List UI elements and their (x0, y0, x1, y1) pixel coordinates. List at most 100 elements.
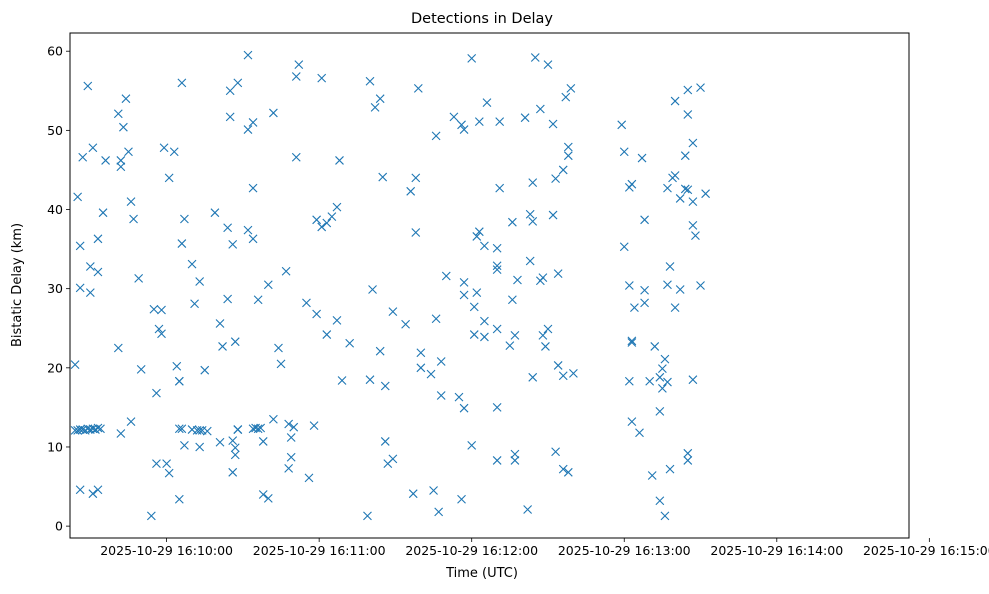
data-point (660, 354, 670, 364)
data-point (93, 267, 103, 277)
data-point (459, 125, 469, 134)
x-tick-label: 2025-10-29 16:14:00 (710, 543, 843, 558)
data-point (258, 437, 268, 446)
data-point (558, 165, 568, 175)
data-point (380, 437, 390, 446)
data-point (630, 303, 639, 313)
data-point (286, 452, 296, 462)
data-point (164, 173, 174, 183)
data-point (180, 214, 189, 224)
data-point (180, 441, 189, 450)
x-tick-label: 2025-10-29 16:11:00 (253, 543, 386, 558)
data-point (492, 261, 502, 271)
data-point (274, 343, 283, 353)
data-point (162, 459, 172, 468)
data-point (558, 464, 568, 474)
data-point (675, 285, 685, 294)
data-point (368, 285, 377, 294)
data-point (388, 454, 398, 464)
data-point (683, 110, 693, 119)
data-point (332, 202, 342, 212)
data-point (670, 303, 680, 313)
data-point (655, 406, 665, 416)
data-point (286, 433, 296, 442)
data-point (474, 117, 484, 127)
data-point (645, 376, 655, 386)
data-point (663, 183, 672, 193)
data-point (619, 147, 629, 157)
data-point (177, 239, 187, 248)
y-tick-label: 0 (55, 519, 63, 534)
data-point (83, 81, 93, 91)
data-point (119, 122, 128, 132)
data-point (93, 234, 103, 244)
data-point (543, 60, 553, 70)
data-point (675, 194, 685, 203)
data-point (660, 511, 670, 521)
data-point (96, 424, 105, 434)
data-point (650, 342, 660, 351)
data-point (459, 277, 469, 287)
data-point (85, 288, 95, 298)
data-point (436, 391, 446, 400)
data-point (134, 273, 144, 283)
data-point (480, 241, 489, 251)
data-point (510, 330, 520, 340)
data-point (436, 357, 446, 366)
data-point (701, 189, 710, 199)
data-point (513, 275, 522, 285)
data-point (258, 490, 268, 499)
data-point (696, 281, 705, 290)
y-tick-label: 60 (47, 44, 63, 59)
data-point (149, 304, 159, 314)
data-point (563, 151, 573, 161)
data-point (688, 375, 698, 385)
data-point (505, 341, 515, 351)
data-point (627, 417, 637, 427)
data-point (538, 273, 548, 282)
data-point (230, 337, 240, 347)
data-point (413, 84, 423, 93)
x-axis-label: Time (UTC) (445, 566, 518, 581)
data-point (683, 448, 693, 458)
data-point (640, 298, 649, 308)
data-point (657, 384, 667, 393)
data-point (276, 359, 286, 369)
data-point (101, 156, 110, 165)
data-point (467, 53, 477, 63)
data-point (416, 363, 426, 373)
data-point (492, 456, 502, 465)
data-point (627, 336, 637, 346)
data-point (553, 269, 563, 279)
data-point (375, 346, 385, 356)
data-point (449, 112, 459, 122)
data-point (248, 183, 258, 193)
data-point (269, 414, 278, 424)
x-tick-label: 2025-10-29 16:15:00 (863, 543, 989, 558)
data-point (551, 447, 560, 457)
data-point (691, 231, 700, 241)
data-point (190, 299, 199, 309)
data-point (365, 375, 375, 385)
data-point (317, 222, 327, 232)
data-point (688, 138, 698, 148)
data-point (164, 468, 174, 478)
data-point (202, 426, 212, 436)
data-point (492, 265, 502, 275)
data-point (75, 283, 85, 293)
data-point (263, 494, 273, 503)
data-point (88, 143, 98, 153)
data-point (657, 364, 667, 373)
data-point (640, 285, 649, 295)
data-point (332, 315, 342, 325)
x-axis-ticks: 2025-10-29 16:10:00 2025-10-29 16:11:00 20… (100, 538, 989, 558)
data-point (457, 494, 466, 504)
data-point (291, 72, 301, 81)
data-point (472, 288, 482, 298)
data-point (640, 215, 649, 225)
data-point (561, 92, 571, 102)
data-point (215, 319, 225, 328)
data-point (98, 208, 108, 218)
data-point (70, 360, 80, 370)
